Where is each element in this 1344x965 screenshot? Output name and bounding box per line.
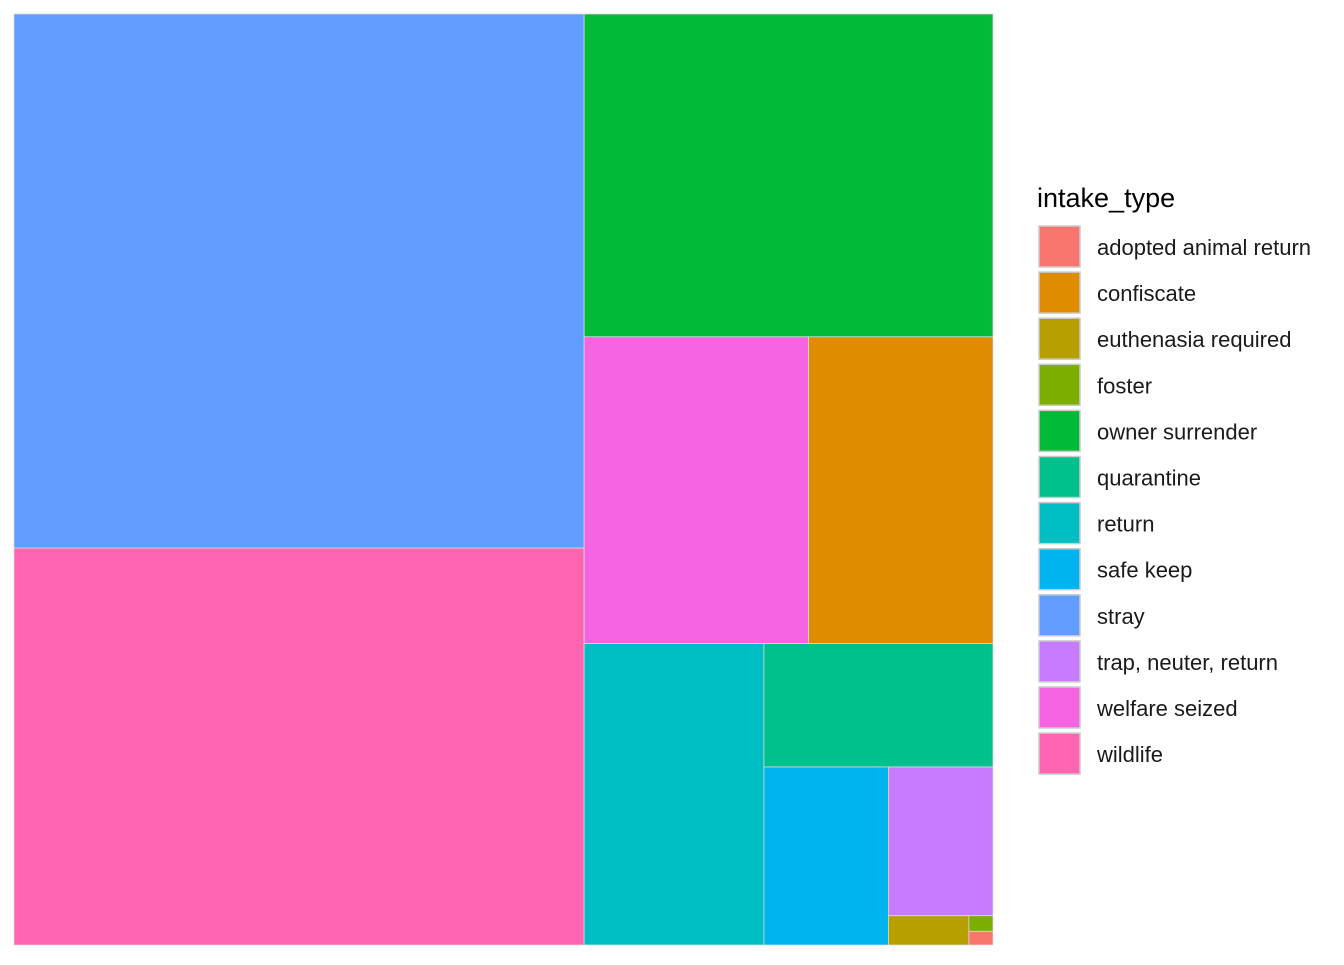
legend-label-confiscate: confiscate [1097, 281, 1196, 306]
legend-item-trap-neuter-return: trap, neuter, return [1038, 640, 1278, 683]
treemap-tiles [13, 13, 994, 946]
legend-item-adopted-animal-return: adopted animal return [1038, 225, 1311, 268]
legend-key-euthenasia-required [1038, 317, 1081, 360]
tile-foster [968, 915, 994, 932]
legend-key-owner-surrender [1038, 409, 1081, 453]
tile-quarantine [763, 643, 994, 768]
legend-key-quarantine [1038, 455, 1081, 499]
legend-label-owner-surrender: owner surrender [1097, 419, 1257, 444]
tile-owner-surrender [583, 13, 994, 338]
legend-item-return: return [1038, 501, 1154, 545]
tile-confiscate [808, 336, 994, 644]
legend-key-stray [1038, 594, 1081, 637]
legend-item-wildlife: wildlife [1038, 732, 1163, 775]
legend-items: adopted animal return confiscate euthenasi… [1038, 225, 1311, 775]
legend-key-safe-keep [1038, 547, 1081, 591]
legend-label-foster: foster [1097, 373, 1152, 398]
tile-adopted-animal-return [968, 930, 994, 946]
legend-label-welfare-seized: welfare seized [1096, 696, 1238, 721]
legend-item-euthenasia-required: euthenasia required [1038, 317, 1291, 360]
legend-item-safe-keep: safe keep [1038, 547, 1192, 591]
legend: intake_type adopted animal return confisc… [1037, 183, 1311, 775]
tile-return [583, 643, 765, 946]
legend-label-stray: stray [1097, 604, 1145, 629]
legend-label-quarantine: quarantine [1097, 466, 1201, 491]
legend-key-trap-neuter-return [1038, 640, 1081, 683]
tile-wildlife [13, 547, 585, 946]
legend-key-return [1038, 501, 1081, 545]
legend-label-wildlife: wildlife [1096, 742, 1163, 767]
legend-label-safe-keep: safe keep [1097, 558, 1192, 583]
legend-title: intake_type [1037, 183, 1175, 213]
tile-safe-keep [763, 766, 889, 946]
legend-label-adopted-animal-return: adopted animal return [1097, 235, 1311, 260]
tile-welfare-seized [583, 336, 809, 644]
legend-key-adopted-animal-return [1038, 225, 1081, 268]
legend-key-welfare-seized [1038, 686, 1081, 729]
legend-label-return: return [1097, 512, 1154, 537]
legend-key-wildlife [1038, 732, 1081, 775]
legend-label-trap-neuter-return: trap, neuter, return [1097, 650, 1278, 675]
legend-item-owner-surrender: owner surrender [1038, 409, 1257, 453]
legend-item-confiscate: confiscate [1038, 271, 1196, 314]
tile-trap-neuter-return [888, 766, 994, 917]
legend-key-confiscate [1038, 271, 1081, 314]
legend-item-foster: foster [1038, 363, 1152, 407]
legend-item-quarantine: quarantine [1038, 455, 1201, 499]
legend-label-euthenasia-required: euthenasia required [1097, 327, 1291, 352]
legend-key-foster [1038, 363, 1081, 407]
legend-item-stray: stray [1038, 594, 1145, 637]
tile-stray [13, 13, 585, 549]
legend-item-welfare-seized: welfare seized [1038, 686, 1238, 729]
tile-euthenasia-required [888, 915, 970, 946]
